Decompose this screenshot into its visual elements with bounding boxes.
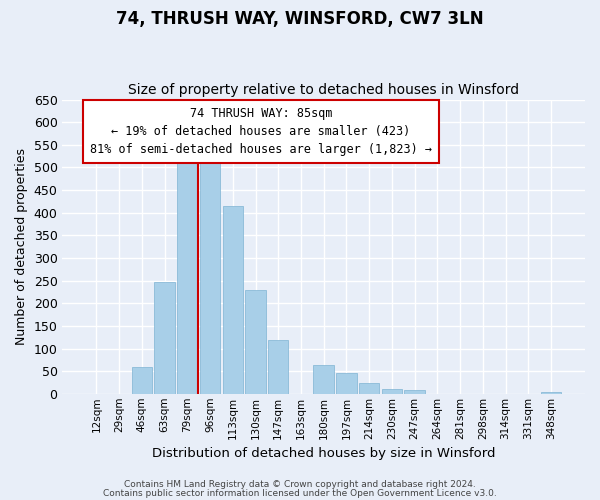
X-axis label: Distribution of detached houses by size in Winsford: Distribution of detached houses by size … <box>152 447 496 460</box>
Bar <box>223 206 243 394</box>
Bar <box>359 383 379 394</box>
Text: Contains HM Land Registry data © Crown copyright and database right 2024.: Contains HM Land Registry data © Crown c… <box>124 480 476 489</box>
Bar <box>313 365 334 394</box>
Bar <box>382 389 402 394</box>
Bar <box>268 340 289 394</box>
Text: Contains public sector information licensed under the Open Government Licence v3: Contains public sector information licen… <box>103 488 497 498</box>
Bar <box>131 366 152 394</box>
Y-axis label: Number of detached properties: Number of detached properties <box>15 148 28 345</box>
Text: 74 THRUSH WAY: 85sqm
← 19% of detached houses are smaller (423)
81% of semi-deta: 74 THRUSH WAY: 85sqm ← 19% of detached h… <box>90 107 432 156</box>
Bar <box>154 282 175 394</box>
Text: 74, THRUSH WAY, WINSFORD, CW7 3LN: 74, THRUSH WAY, WINSFORD, CW7 3LN <box>116 10 484 28</box>
Title: Size of property relative to detached houses in Winsford: Size of property relative to detached ho… <box>128 83 519 97</box>
Bar <box>177 158 197 394</box>
Bar <box>541 392 561 394</box>
Bar <box>336 374 356 394</box>
Bar <box>245 290 266 394</box>
Bar <box>200 163 220 394</box>
Bar <box>404 390 425 394</box>
